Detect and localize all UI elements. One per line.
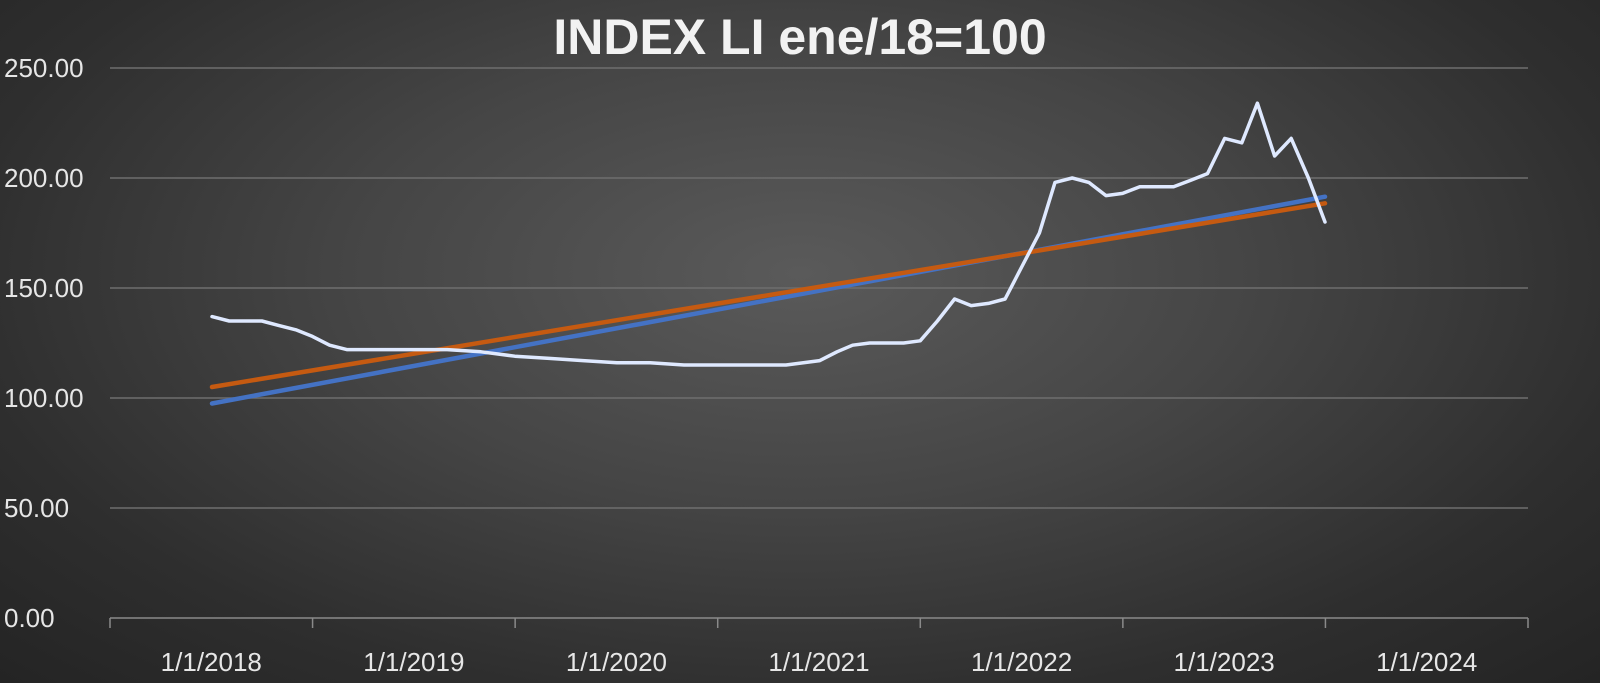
x-tick-label: 1/1/2021 [768, 647, 869, 677]
x-tick-label: 1/1/2019 [363, 647, 464, 677]
x-tick-label: 1/1/2024 [1376, 647, 1477, 677]
y-tick-label: 150.00 [4, 273, 84, 303]
y-tick-label: 250.00 [4, 53, 84, 83]
chart-title: INDEX LI ene/18=100 [553, 9, 1047, 65]
x-tick-label: 1/1/2018 [161, 647, 262, 677]
trendline-1 [209, 194, 1328, 406]
y-tick-label: 100.00 [4, 383, 84, 413]
trendline-2 [209, 201, 1328, 390]
y-tick-label: 200.00 [4, 163, 84, 193]
x-tick-label: 1/1/2020 [566, 647, 667, 677]
y-tick-label: 0.00 [4, 603, 55, 633]
series-line-index [210, 101, 1327, 367]
y-tick-label: 50.00 [4, 493, 69, 523]
x-tick-label: 1/1/2022 [971, 647, 1072, 677]
x-tick-label: 1/1/2023 [1174, 647, 1275, 677]
